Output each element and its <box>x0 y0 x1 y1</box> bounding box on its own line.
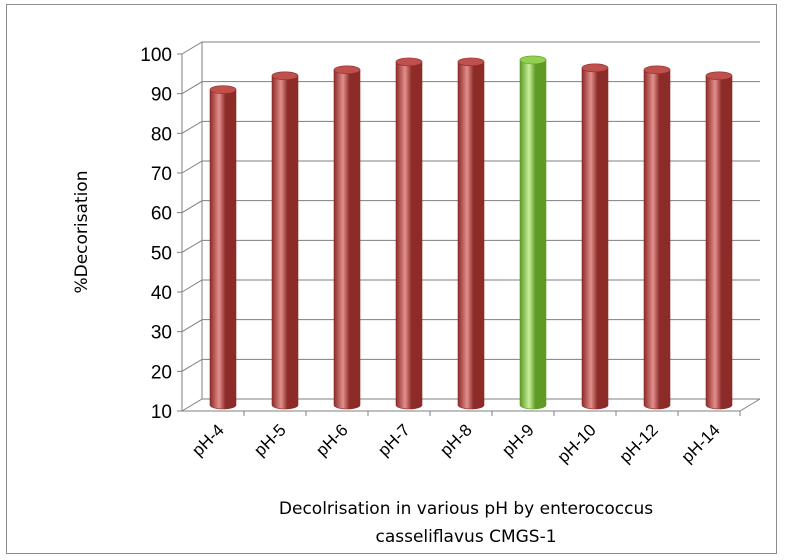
gridline <box>181 41 760 55</box>
y-tick-label: 40 <box>151 283 172 304</box>
y-tick-label: 100 <box>140 45 172 66</box>
x-axis-title-line-2: casseliflavus CMGS-1 <box>375 527 556 547</box>
bar-top-ph-8 <box>457 57 485 67</box>
bar-ph-14 <box>705 75 733 410</box>
x-tick-label: pH-6 <box>312 420 351 459</box>
y-tick-label: 30 <box>151 323 172 344</box>
y-tick-label: 80 <box>151 124 172 145</box>
x-tick-label: pH-10 <box>554 420 600 466</box>
gridline <box>181 160 760 174</box>
y-axis-ticks: 10 20 30 40 50 60 70 80 90 100 <box>140 45 172 423</box>
bar-ph-8 <box>457 61 485 410</box>
bar-top-ph-10 <box>581 63 609 73</box>
x-tick-label: pH-7 <box>374 420 413 459</box>
bar-ph-9 <box>519 59 547 410</box>
y-axis-title: %Decorisation <box>72 170 92 293</box>
bar-top-ph-12 <box>643 65 671 75</box>
y-tick-label: 20 <box>151 362 172 383</box>
gridline <box>181 358 760 372</box>
gridline <box>181 398 760 412</box>
bar-top-ph-7 <box>395 57 423 67</box>
bar-ph-10 <box>581 67 609 410</box>
x-tick-label: pH-5 <box>250 420 289 459</box>
bar-ph-5 <box>271 75 299 410</box>
x-tick-label: pH-4 <box>188 420 227 459</box>
gridline <box>181 279 760 293</box>
bars <box>209 55 733 410</box>
bar-ph-12 <box>643 69 671 410</box>
x-tick-label: pH-8 <box>436 420 475 459</box>
gridline <box>181 200 760 214</box>
x-axis-title-line-1: Decolrisation in various pH by enterococ… <box>279 499 653 519</box>
x-tick-label: pH-9 <box>498 420 537 459</box>
bar-top-ph-9 <box>519 55 547 65</box>
y-tick-label: 90 <box>151 85 172 106</box>
gridline <box>181 81 760 95</box>
bar-top-ph-4 <box>209 85 237 94</box>
gridline <box>181 319 760 333</box>
gridlines <box>177 41 761 416</box>
y-tick-label: 50 <box>151 243 172 264</box>
bar-ph-6 <box>333 69 361 410</box>
bar-ph-7 <box>395 61 423 410</box>
bar-top-ph-5 <box>271 71 299 81</box>
bar-top-ph-14 <box>705 71 733 81</box>
floor-right-edge <box>739 398 761 412</box>
y-tick-label: 70 <box>151 164 172 185</box>
x-axis-ticks: pH-4 pH-5 pH-6 pH-7 pH-8 pH-9 pH-10 pH-12 pH-14 <box>188 420 723 466</box>
y-tick-label: 60 <box>151 204 172 225</box>
bar-ph-4 <box>209 89 237 410</box>
gridline <box>181 120 760 134</box>
bar-top-ph-6 <box>333 65 361 75</box>
gridline <box>181 239 760 253</box>
x-tick-label: pH-14 <box>678 420 724 466</box>
y-tick-label: 10 <box>151 402 172 423</box>
x-tick-label: pH-12 <box>616 420 662 466</box>
